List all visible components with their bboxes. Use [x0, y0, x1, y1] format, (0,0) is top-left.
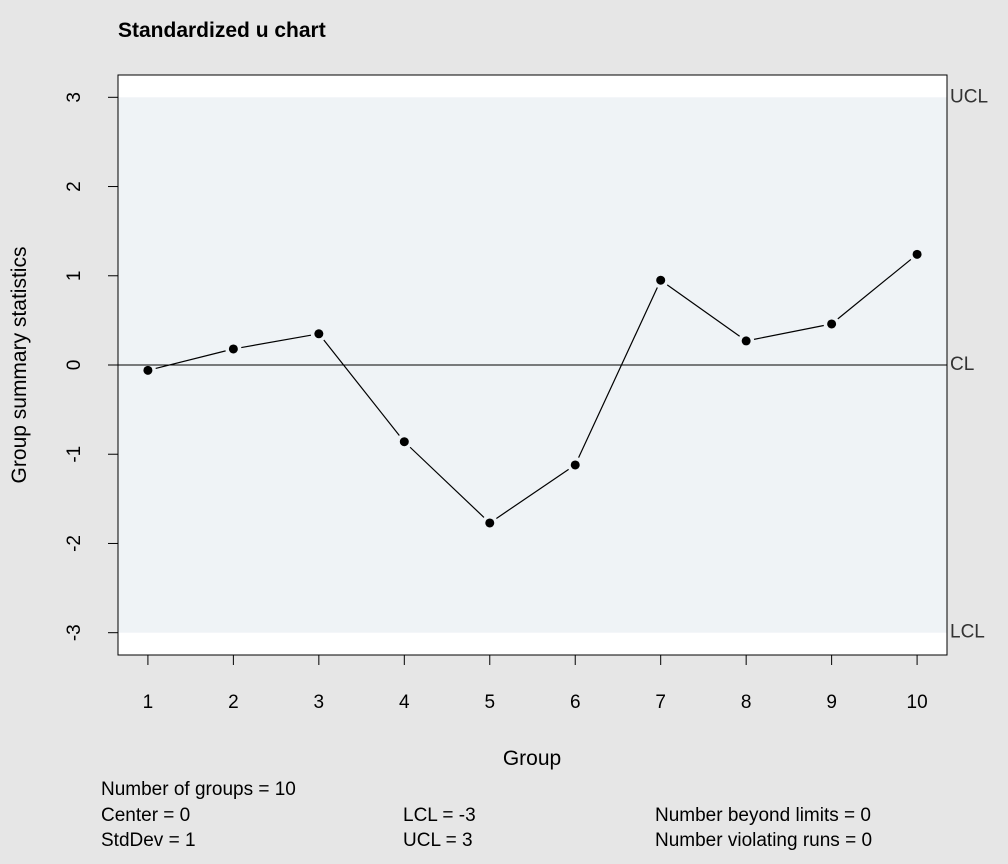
x-tick-label: 7	[655, 692, 666, 713]
ucl-label: UCL	[950, 86, 988, 107]
series-segment	[753, 324, 824, 340]
series-segment	[496, 468, 569, 519]
cl-label: CL	[950, 354, 974, 375]
stat-groups: Number of groups = 10	[101, 779, 296, 800]
lcl-label: LCL	[950, 622, 985, 643]
y-tick-label: -2	[64, 535, 85, 552]
x-tick-label: 6	[570, 692, 581, 713]
chart-title: Standardized u chart	[118, 19, 326, 42]
stat-violating-runs: Number violating runs = 0	[655, 830, 873, 851]
x-axis: 1 2 3 4 5 6 7 8 9 10	[143, 655, 928, 713]
series-segment	[409, 446, 485, 518]
y-axis-label: Group summary statistics	[8, 247, 31, 484]
stat-lcl: LCL = -3	[403, 805, 476, 826]
x-tick-label: 2	[228, 692, 239, 713]
y-tick-label: 3	[64, 92, 85, 103]
stat-beyond-limits: Number beyond limits = 0	[655, 805, 871, 826]
x-tick-label: 9	[826, 692, 837, 713]
x-axis-label: Group	[503, 747, 561, 770]
stat-ucl: UCL = 3	[403, 830, 473, 851]
series-segment	[837, 258, 912, 320]
data-point	[656, 275, 666, 285]
series-layer	[143, 249, 922, 528]
data-point	[314, 329, 324, 339]
stat-stddev: StdDev = 1	[101, 830, 196, 851]
data-point	[143, 365, 153, 375]
x-tick-label: 1	[143, 692, 154, 713]
y-tick-label: 0	[64, 360, 85, 371]
series-segment	[241, 334, 312, 349]
data-point	[399, 437, 409, 447]
x-tick-label: 10	[907, 692, 928, 713]
y-tick-label: -3	[64, 624, 85, 641]
data-point	[228, 344, 238, 354]
x-tick-label: 4	[399, 692, 410, 713]
y-tick-label: 1	[64, 270, 85, 281]
x-tick-label: 5	[484, 692, 495, 713]
data-point	[827, 319, 837, 329]
x-tick-label: 8	[741, 692, 752, 713]
stat-center: Center = 0	[101, 805, 191, 826]
data-point	[570, 460, 580, 470]
y-axis: -3 -2 -1 0 1 2 3	[64, 92, 118, 641]
data-point	[741, 336, 751, 346]
series-segment	[578, 287, 658, 458]
x-tick-label: 3	[314, 692, 325, 713]
y-tick-label: -1	[64, 446, 85, 463]
series-segment	[323, 339, 400, 436]
series-segment	[155, 350, 226, 369]
data-point	[485, 518, 495, 528]
y-tick-label: 2	[64, 181, 85, 192]
data-point	[912, 249, 922, 259]
series-segment	[666, 284, 740, 337]
